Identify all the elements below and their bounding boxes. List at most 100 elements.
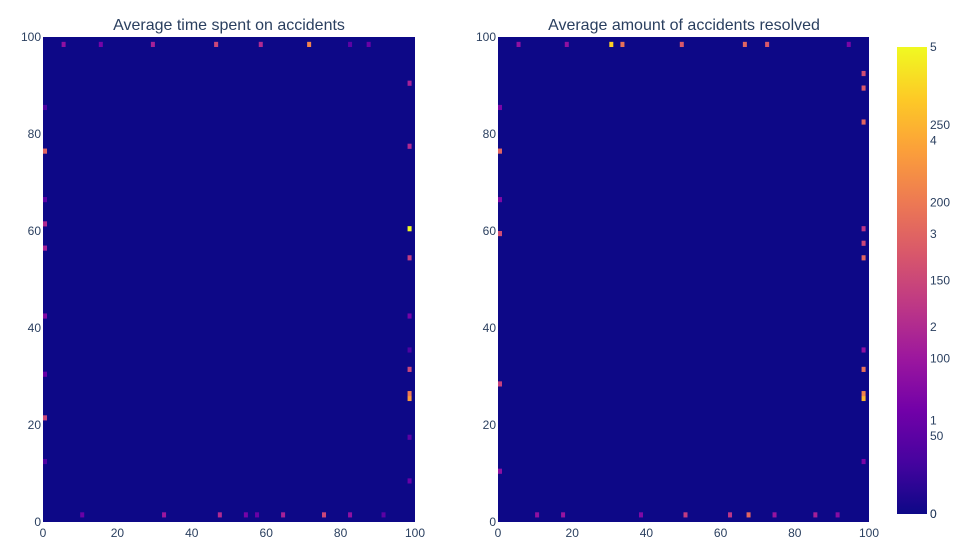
heatmap-cell[interactable] [835,512,840,518]
heatmap-cell[interactable] [43,197,48,203]
heatmap-cell[interactable] [43,371,48,377]
heatmap-cell[interactable] [162,512,167,518]
heatmap-cell[interactable] [407,391,412,397]
heatmap-cell[interactable] [407,395,412,402]
colorbar-tick-label: 0 [930,507,937,521]
heatmap-cell[interactable] [813,512,818,518]
heatmap-cell[interactable] [407,80,412,86]
colorbar-tick-label: 150 [930,274,950,288]
chart-title-left: Average time spent on accidents [113,17,345,34]
heatmap-cell[interactable] [407,226,412,232]
heatmap-cell[interactable] [861,391,866,397]
heatmap-cell[interactable] [861,226,866,232]
x-tick-label: 80 [334,526,348,540]
heatmap-cell[interactable] [746,512,751,518]
heatmap-cell[interactable] [43,313,48,319]
chart-title-right: Average amount of accidents resolved [548,17,820,34]
heatmap-cell[interactable] [679,41,684,47]
heatmap-cell[interactable] [80,512,85,518]
plot-area-left[interactable] [43,37,415,522]
heatmap-cell[interactable] [861,347,866,353]
y-tick-label: 80 [483,127,497,141]
heatmap-cell[interactable] [861,255,866,261]
colorbar-tick-label: 50 [930,429,944,443]
y-tick-label: 60 [483,224,497,238]
heatmap-cell[interactable] [861,85,866,91]
heatmap-cell[interactable] [307,41,312,47]
heatmap-cell[interactable] [498,381,503,387]
heatmap-cell[interactable] [366,41,371,47]
heatmap-cell[interactable] [516,41,521,47]
heatmap-cell[interactable] [861,240,866,246]
colorbar-tick-label: 200 [930,196,950,210]
heatmap-cell[interactable] [348,512,353,518]
heatmap-cell[interactable] [381,512,386,518]
heatmap-cell[interactable] [561,512,566,518]
heatmap-cell[interactable] [348,41,353,47]
y-tick-label: 20 [28,418,42,432]
heatmap-cell[interactable] [535,512,540,518]
heatmap-cell[interactable] [620,41,625,47]
y-tick-label: 100 [476,30,496,44]
heatmap-cell[interactable] [407,347,412,353]
heatmap-cell[interactable] [861,70,866,77]
colorbar-ticks-secondary: 0 1 2 3 4 5 [930,40,937,521]
heatmap-cell[interactable] [61,41,66,47]
y-axis-right: 0 20 40 60 80 100 [476,30,496,529]
heatmap-cell[interactable] [43,245,48,251]
heatmap-cell[interactable] [742,41,747,47]
heatmap-cell[interactable] [243,512,248,518]
heatmap-cell[interactable] [638,512,643,518]
heatmap-cell[interactable] [43,104,48,111]
heatmap-cell[interactable] [498,148,503,154]
heatmap-cell[interactable] [255,512,260,518]
heatmap-cell[interactable] [498,104,503,111]
x-tick-label: 60 [260,526,274,540]
heatmap-cell[interactable] [407,313,412,319]
heatmap-cell[interactable] [217,512,222,518]
heatmap-cell[interactable] [498,231,503,237]
x-tick-label: 0 [495,526,502,540]
x-tick-label: 40 [640,526,654,540]
heatmap-cell[interactable] [214,41,219,47]
heatmap-cell[interactable] [407,434,412,440]
heatmap-background [43,37,415,522]
x-tick-label: 60 [714,526,728,540]
colorbar-tick-label: 1 [930,414,937,428]
heatmap-cell[interactable] [258,41,263,47]
heatmap-cell[interactable] [683,512,688,518]
colorbar: 0 50 100 150 200 250 0 1 2 3 4 5 [897,40,950,521]
heatmap-cell[interactable] [407,255,412,261]
heatmap-cell[interactable] [728,512,733,518]
x-axis-left: 0 20 40 60 80 100 [40,526,426,540]
x-tick-label: 20 [566,526,580,540]
heatmap-cell[interactable] [407,366,412,372]
heatmap-cell[interactable] [150,41,155,47]
heatmap-cell[interactable] [564,41,569,47]
heatmap-background [498,37,869,522]
heatmap-cell[interactable] [98,41,103,47]
heatmap-cell[interactable] [43,148,48,154]
heatmap-cell[interactable] [846,41,851,47]
x-tick-label: 80 [788,526,802,540]
heatmap-cell[interactable] [772,512,777,518]
heatmap-cell[interactable] [609,41,614,47]
heatmap-cell[interactable] [498,197,503,203]
heatmap-cell[interactable] [861,458,866,465]
heatmap-cell[interactable] [861,119,866,125]
heatmap-cell[interactable] [861,366,866,372]
plot-area-right[interactable] [498,37,869,522]
heatmap-cell[interactable] [407,143,412,149]
heatmap-cell[interactable] [43,415,48,421]
heatmap-cell[interactable] [861,395,866,402]
heatmap-panel-right: Average amount of accidents resolved 0 2… [476,17,879,540]
heatmap-cell[interactable] [498,468,503,474]
heatmap-panel-left: Average time spent on accidents 0 20 40 … [21,17,425,540]
heatmap-cell[interactable] [407,478,412,484]
heatmap-cell[interactable] [43,221,48,227]
heatmap-cell[interactable] [322,512,327,518]
heatmap-cell[interactable] [765,41,770,47]
heatmap-cell[interactable] [43,458,48,465]
heatmap-cell[interactable] [281,512,286,518]
x-tick-label: 0 [40,526,47,540]
